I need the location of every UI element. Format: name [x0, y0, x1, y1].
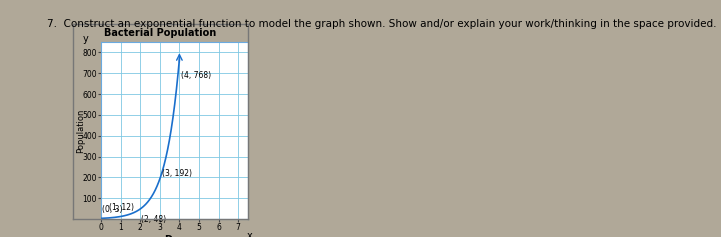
X-axis label: Day: Day [164, 235, 185, 237]
Text: (4, 768): (4, 768) [182, 71, 211, 80]
Text: Population: Population [76, 108, 86, 153]
Text: (0, 3): (0, 3) [102, 205, 123, 214]
Text: Bacterial Population: Bacterial Population [105, 28, 216, 38]
Text: (2, 48): (2, 48) [141, 215, 167, 224]
Text: y: y [82, 34, 88, 44]
Text: (3, 192): (3, 192) [162, 169, 192, 178]
Text: x: x [247, 231, 253, 237]
Text: (1, 12): (1, 12) [109, 203, 134, 212]
Text: 7.  Construct an exponential function to model the graph shown. Show and/or expl: 7. Construct an exponential function to … [47, 19, 717, 29]
